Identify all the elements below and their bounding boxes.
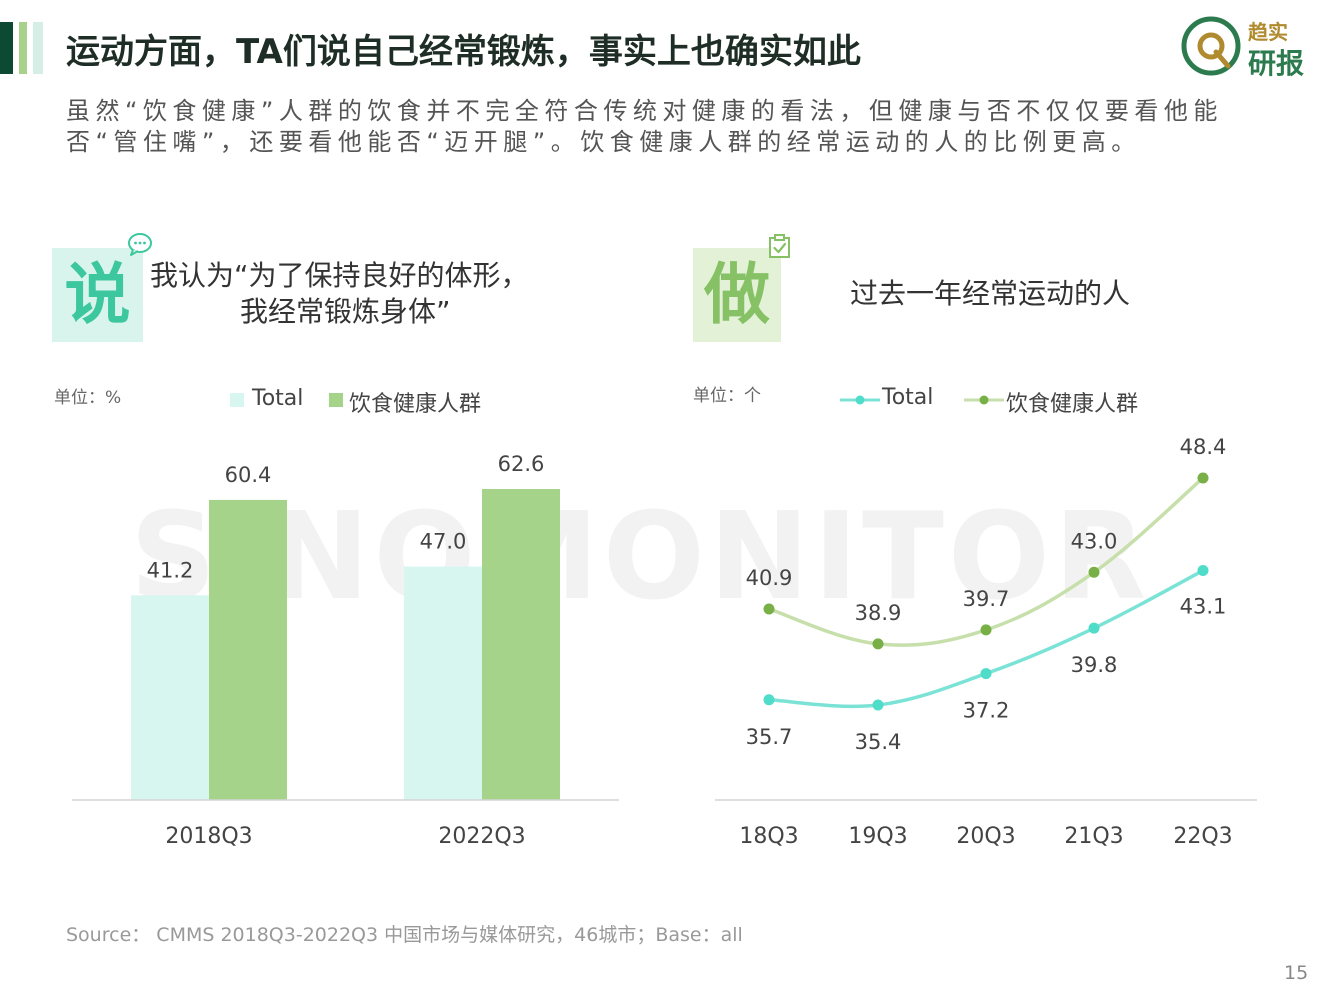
title-accent-bar-green [19, 22, 27, 74]
point-label-group-18Q3: 40.9 [746, 566, 793, 590]
point-label-group-21Q3: 43.0 [1071, 529, 1118, 553]
say-quote-line2: 我经常锻炼身体” [240, 295, 451, 328]
point-group-20Q3 [980, 624, 992, 636]
bar-chart-unit: 单位：% [54, 388, 122, 408]
line-chart-unit: 单位：个 [693, 386, 761, 406]
legend-marker-total-line [840, 395, 880, 405]
do-badge-box [693, 248, 781, 342]
bar-total-2022Q3 [404, 566, 482, 800]
legend-label-group-line: 饮食健康人群 [1006, 392, 1139, 417]
point-label-total-20Q3: 37.2 [963, 699, 1010, 723]
say-badge: 说 [64, 256, 131, 333]
legend-swatch-group-bar [329, 393, 343, 407]
point-total-20Q3 [980, 668, 992, 680]
page-number: 15 [1284, 962, 1309, 984]
point-group-21Q3 [1088, 566, 1100, 578]
bar-group-2018Q3 [209, 499, 287, 800]
bar-group-2022Q3 [482, 489, 560, 800]
source-note: Source： CMMS 2018Q3-2022Q3 中国市场与媒体研究，46城… [66, 924, 743, 946]
clipboard-check-icon [769, 234, 790, 258]
point-label-total-21Q3: 39.8 [1071, 653, 1118, 677]
bar-total-2018Q3 [131, 595, 209, 800]
bar-x-tick-2022Q3: 2022Q3 [438, 824, 525, 849]
legend-marker-group-line [964, 395, 1004, 405]
point-label-total-18Q3: 35.7 [746, 725, 793, 749]
title-accent-bar-light [33, 22, 43, 74]
line-x-tick-18Q3: 18Q3 [739, 824, 798, 849]
legend-label-group-bar: 饮食健康人群 [349, 392, 482, 417]
point-group-22Q3 [1197, 472, 1209, 484]
point-label-group-20Q3: 39.7 [963, 587, 1010, 611]
title-accent-bar-dark [0, 22, 13, 74]
point-label-total-19Q3: 35.4 [855, 730, 902, 754]
bar-label-total-2022Q3: 47.0 [420, 530, 467, 554]
legend-label-total-bar: Total [252, 386, 304, 411]
logo-text-bottom: 研报 [1248, 47, 1305, 80]
logo-text-top: 趋实 [1248, 20, 1288, 44]
page-title: 运动方面，TA们说自己经常锻炼，事实上也确实如此 [66, 32, 861, 72]
say-badge-box [52, 248, 143, 342]
bar-label-group-2018Q3: 60.4 [225, 463, 272, 487]
point-label-group-22Q3: 48.4 [1180, 435, 1227, 459]
chat-bubble-icon [128, 233, 152, 256]
point-total-18Q3 [763, 694, 775, 706]
point-total-21Q3 [1088, 622, 1100, 634]
point-label-group-19Q3: 38.9 [855, 601, 902, 625]
do-heading: 过去一年经常运动的人 [850, 277, 1131, 310]
legend-label-total-line: Total [882, 385, 934, 410]
point-label-total-22Q3: 43.1 [1180, 595, 1227, 619]
watermark: SINOMONITOR [130, 488, 1151, 627]
line-x-tick-22Q3: 22Q3 [1173, 824, 1232, 849]
do-badge: 做 [704, 256, 770, 333]
brand-logo-icon [1181, 16, 1241, 76]
series-line-group [768, 476, 1205, 647]
say-quote-line1: 我认为“为了保持良好的体形， [150, 259, 529, 292]
legend-swatch-total-bar [230, 393, 244, 407]
point-total-22Q3 [1197, 565, 1209, 577]
bar-label-total-2018Q3: 41.2 [147, 558, 194, 582]
line-x-tick-21Q3: 21Q3 [1064, 824, 1123, 849]
point-total-19Q3 [872, 699, 884, 711]
intro-paragraph: 虽然“饮食健康”人群的饮食并不完全符合传统对健康的看法，但健康与否不仅仅要看他能… [66, 97, 1223, 156]
bar-label-group-2022Q3: 62.6 [498, 452, 545, 476]
point-group-18Q3 [763, 603, 775, 615]
line-x-tick-20Q3: 20Q3 [956, 824, 1015, 849]
point-group-19Q3 [872, 638, 884, 650]
line-x-tick-19Q3: 19Q3 [848, 824, 907, 849]
bar-x-tick-2018Q3: 2018Q3 [165, 824, 252, 849]
